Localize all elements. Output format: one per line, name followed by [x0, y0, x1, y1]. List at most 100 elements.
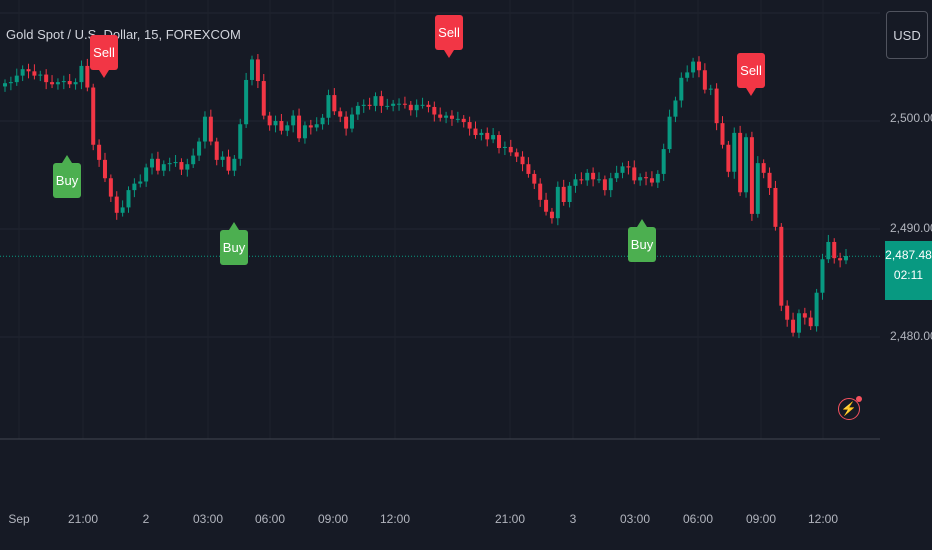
candle-body	[261, 81, 266, 116]
candle-body	[691, 61, 696, 73]
candle-body	[714, 88, 719, 124]
candle-body	[144, 167, 149, 182]
candle-body	[302, 125, 307, 139]
candle-body	[561, 186, 566, 202]
candle-body	[844, 256, 848, 261]
candle-body	[126, 190, 131, 208]
x-tick-label: 21:00	[494, 512, 526, 526]
candle-body	[279, 121, 284, 131]
candle-body	[702, 70, 707, 90]
candle-body	[432, 106, 437, 115]
candle-body	[626, 166, 631, 168]
bar-countdown: 02:11	[893, 268, 924, 282]
sell-signal-label: Sell	[90, 35, 118, 78]
buy-signal-label: Buy	[628, 219, 656, 262]
candle-body	[796, 313, 801, 333]
alert-dot	[856, 396, 862, 402]
candle-body	[20, 69, 25, 76]
candle-body	[297, 115, 302, 139]
x-tick-label: 21:00	[67, 512, 99, 526]
candle-body	[614, 172, 619, 179]
last-price-tag: 2,487.48 02:11	[885, 241, 932, 300]
candle-body	[467, 122, 472, 129]
candle-body	[314, 124, 319, 128]
candle-body	[608, 178, 613, 191]
candle-body	[250, 59, 255, 80]
candle-body	[408, 104, 413, 111]
candle-body	[491, 135, 496, 140]
lightning-alert-icon[interactable]: ⚡	[838, 396, 862, 420]
candle-body	[508, 146, 513, 153]
candle-body	[485, 132, 490, 140]
buy-signal-label: Buy	[53, 155, 81, 198]
candle-body	[720, 123, 725, 145]
candle-body	[244, 79, 249, 125]
candle-body	[291, 115, 296, 126]
x-tick-label: 06:00	[682, 512, 714, 526]
candle-body	[567, 185, 572, 202]
candle-body	[632, 167, 637, 181]
candle-body	[585, 172, 590, 181]
candle-body	[438, 114, 443, 118]
candle-body	[708, 88, 713, 90]
currency-button[interactable]: USD	[886, 11, 928, 59]
candle-body	[738, 132, 743, 193]
last-price-value: 2,487.48	[885, 248, 932, 262]
candle-body	[26, 69, 31, 72]
candle-body	[349, 114, 354, 129]
candle-body	[679, 77, 684, 101]
candle-body	[838, 258, 843, 261]
candle-body	[544, 199, 549, 212]
candle-body	[520, 156, 525, 165]
candle-body	[502, 146, 507, 148]
candle-body	[67, 81, 72, 85]
candle-body	[549, 211, 554, 219]
candle-body	[355, 105, 360, 115]
candle-body	[655, 173, 660, 183]
candle-body	[402, 103, 407, 105]
candle-body	[779, 226, 784, 306]
candle-body	[461, 118, 466, 123]
buy-signal-label: Buy	[220, 222, 248, 265]
candle-body	[385, 105, 390, 107]
candle-body	[732, 132, 737, 172]
candle-body	[208, 116, 213, 142]
candle-body	[620, 166, 625, 173]
candle-body	[685, 72, 690, 78]
x-tick-label: 2	[142, 512, 150, 526]
candle-body	[397, 103, 402, 105]
candle-body	[273, 121, 278, 126]
candle-body	[379, 96, 384, 106]
candle-body	[38, 74, 43, 76]
candle-body	[138, 181, 143, 184]
candle-body	[497, 135, 502, 148]
candle-body	[832, 241, 837, 259]
candle-body	[55, 82, 60, 85]
candle-body	[79, 65, 84, 83]
candle-body	[514, 152, 519, 157]
candle-body	[102, 159, 107, 179]
candle-body	[444, 115, 449, 118]
y-tick-label: 2,490.00	[890, 221, 932, 235]
y-tick-label: 2,480.00	[890, 329, 932, 343]
candle-body	[267, 115, 272, 126]
x-tick-label: Sep	[8, 512, 30, 526]
candle-body	[220, 156, 225, 160]
candle-body	[726, 144, 731, 172]
candle-body	[120, 207, 125, 213]
candle-body	[44, 74, 49, 83]
candle-body	[826, 241, 831, 260]
candle-body	[455, 118, 460, 120]
candle-body	[232, 158, 237, 171]
candle-body	[202, 116, 207, 142]
x-tick-label: 03:00	[192, 512, 224, 526]
candle-body	[226, 156, 231, 171]
candle-body	[150, 158, 155, 168]
candle-body	[426, 104, 431, 107]
candle-body	[179, 162, 184, 170]
x-tick-label: 09:00	[745, 512, 777, 526]
candle-body	[791, 319, 796, 333]
candle-body	[420, 104, 425, 106]
candle-body	[326, 95, 331, 118]
